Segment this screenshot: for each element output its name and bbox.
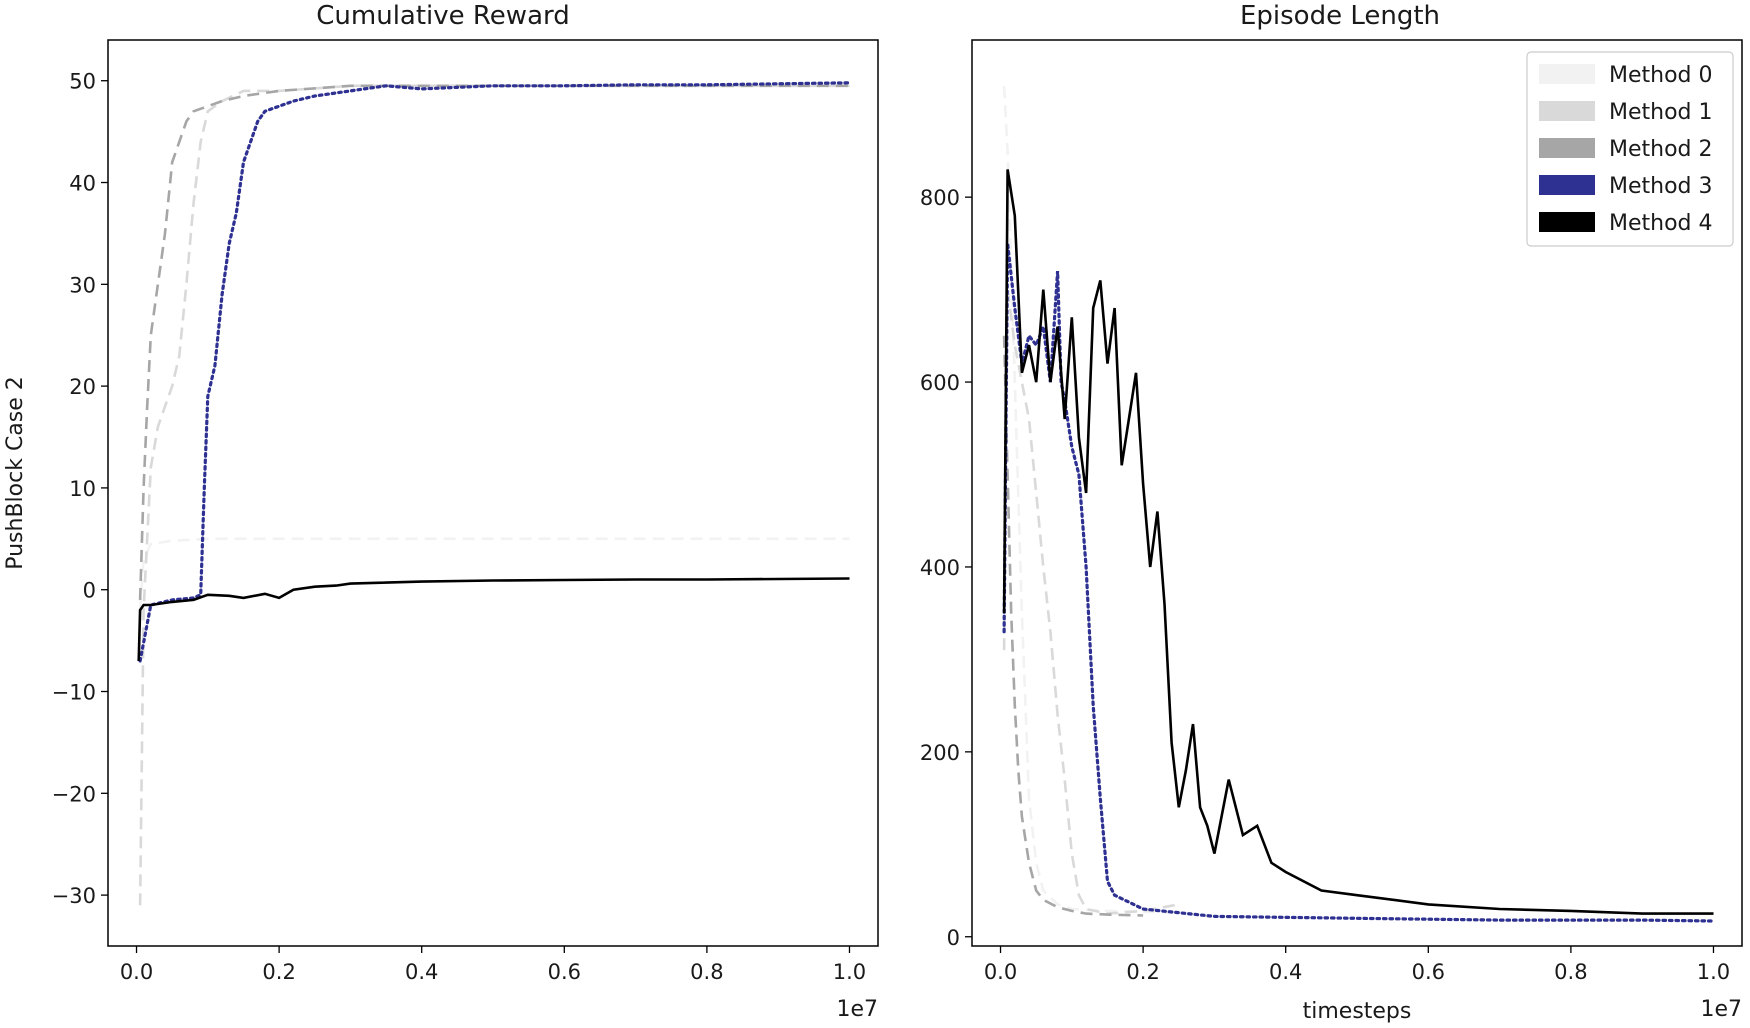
left-x-tick-label: 0.2 xyxy=(262,960,295,984)
left-y-tick-label: −20 xyxy=(52,782,96,806)
left-y-tick-label: 40 xyxy=(69,172,96,196)
right-y-ticks: 0 200 400 600 800 xyxy=(920,186,972,950)
legend-label-method-1: Method 1 xyxy=(1609,100,1713,125)
left-x-tick-label: 0.6 xyxy=(548,960,581,984)
legend-swatch-method-1 xyxy=(1539,101,1595,121)
right-plot-series xyxy=(1002,86,1716,923)
right-series-line-method-4 xyxy=(1002,169,1714,915)
right-x-axis-label: timesteps xyxy=(1303,999,1412,1024)
legend-swatch-method-3 xyxy=(1539,175,1595,195)
left-series-line-method-2 xyxy=(138,84,850,600)
legend-box xyxy=(1526,51,1734,247)
legend-label-method-0: Method 0 xyxy=(1609,63,1713,88)
right-y-tick-label: 400 xyxy=(920,556,960,580)
left-x-tick-label: 0.0 xyxy=(120,960,153,984)
legend-swatch-method-2 xyxy=(1539,138,1595,158)
right-plot-frame xyxy=(971,39,1743,947)
left-plot-frame xyxy=(107,39,879,947)
right-y-tick-label: 600 xyxy=(920,371,960,395)
right-x-ticks: 0.0 0.2 0.4 0.6 0.8 1.0 xyxy=(984,946,1730,984)
legend-label-method-2: Method 2 xyxy=(1609,137,1713,162)
right-series-line-method-3 xyxy=(1002,243,1716,923)
right-y-tick-label: 800 xyxy=(920,186,960,210)
right-chart-title: Episode Length xyxy=(1240,1,1440,31)
left-x-tick-label: 0.4 xyxy=(405,960,438,984)
left-y-tick-label: 20 xyxy=(69,375,96,399)
left-x-tick-label: 0.8 xyxy=(690,960,723,984)
right-series-line-method-0 xyxy=(1002,86,1179,914)
legend-label-method-4: Method 4 xyxy=(1609,211,1713,236)
legend-label-method-3: Method 3 xyxy=(1609,174,1713,199)
right-x-tick-label: 0.2 xyxy=(1126,960,1159,984)
left-y-tick-label: 50 xyxy=(69,70,96,94)
right-y-tick-label: 200 xyxy=(920,741,960,765)
legend: Method 0 Method 1 Method 2 Method 3 Method 4 xyxy=(1526,51,1734,247)
left-x-tick-label: 1.0 xyxy=(833,960,866,984)
right-x-tick-label: 0.0 xyxy=(984,960,1017,984)
left-y-ticks: −30 −20 −10 0 10 20 30 40 50 xyxy=(52,70,108,908)
left-y-tick-label: 10 xyxy=(69,477,96,501)
left-y-tick-label: −10 xyxy=(52,681,96,705)
left-series-line-method-3 xyxy=(138,81,852,663)
left-y-tick-label: −30 xyxy=(52,884,96,908)
right-series-line-method-2 xyxy=(1002,335,1144,917)
left-series-line-method-4 xyxy=(137,577,850,662)
left-chart-title: Cumulative Reward xyxy=(316,1,570,31)
legend-swatch-method-0 xyxy=(1539,64,1595,84)
left-x-multiplier: 1e7 xyxy=(836,997,878,1022)
right-y-tick-label: 0 xyxy=(947,926,960,950)
right-x-tick-label: 0.8 xyxy=(1554,960,1587,984)
left-chart: Cumulative Reward PushBlock Case 2 0.0 0.… xyxy=(3,1,879,1022)
right-x-tick-label: 0.6 xyxy=(1412,960,1445,984)
left-y-tick-label: 0 xyxy=(83,579,96,603)
right-chart: Episode Length 0.0 0.2 0.4 0.6 0.8 1.0 0 200 40… xyxy=(920,1,1743,1024)
right-series-line-method-1 xyxy=(1002,289,1180,915)
legend-swatch-method-4 xyxy=(1539,212,1595,232)
left-y-tick-label: 30 xyxy=(69,273,96,297)
left-chart-ylabel: PushBlock Case 2 xyxy=(3,376,28,570)
right-x-tick-label: 0.4 xyxy=(1269,960,1302,984)
left-plot-series xyxy=(137,81,852,906)
left-x-ticks: 0.0 0.2 0.4 0.6 0.8 1.0 xyxy=(120,946,866,984)
right-x-multiplier: 1e7 xyxy=(1700,997,1742,1022)
right-x-tick-label: 1.0 xyxy=(1697,960,1730,984)
